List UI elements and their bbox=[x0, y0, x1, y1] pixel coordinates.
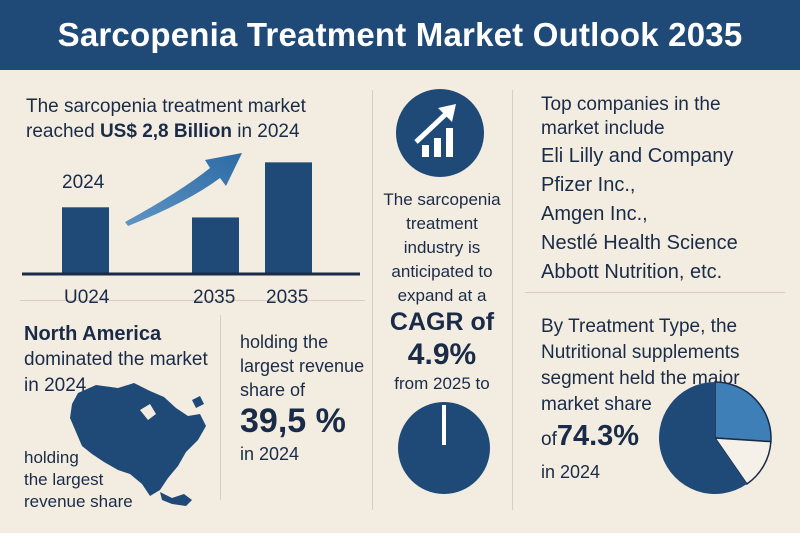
companies-heading2: market include bbox=[541, 118, 665, 139]
company-item: Abbott Nutrition, etc. bbox=[541, 261, 723, 283]
pie-slice-major bbox=[714, 381, 772, 443]
company-item: Amgen Inc., bbox=[541, 203, 648, 225]
divider-left-horizontal bbox=[20, 300, 365, 301]
treatment-line3: segment held the major bbox=[541, 368, 740, 389]
market-size-suffix: in 2024 bbox=[231, 121, 300, 142]
market-size-line1: The sarcopenia treatment market bbox=[26, 96, 306, 117]
holding-line1: holding bbox=[24, 448, 79, 467]
divider-col1 bbox=[372, 90, 373, 510]
market-size-line2: reached US$ 2,8 Billion in 2024 bbox=[26, 121, 300, 143]
treatment-line4: market share bbox=[541, 394, 652, 415]
revenue-share-year: in 2024 bbox=[240, 444, 300, 464]
bar-label-2024: 2024 bbox=[62, 172, 105, 193]
bar-2035-right bbox=[265, 162, 312, 274]
header-banner: Sarcopenia Treatment Market Outlook 2035 bbox=[0, 0, 800, 70]
north-america-heading: North America bbox=[24, 323, 162, 345]
bar-2035-mid bbox=[192, 217, 239, 274]
pie-slice-dark bbox=[659, 382, 747, 494]
company-item: Eli Lilly and Company bbox=[541, 145, 734, 167]
bar-label-right: 2035 bbox=[266, 287, 309, 308]
holding-line2: the largest bbox=[24, 470, 104, 489]
companies-heading1: Top companies in the bbox=[541, 94, 721, 115]
cagr-from: from 2025 to bbox=[394, 374, 490, 393]
bar-label-left: U024 bbox=[64, 287, 110, 308]
cagr-line5: expand at a bbox=[397, 286, 487, 305]
company-item: Pfizer Inc., bbox=[541, 174, 636, 196]
cagr-value: 4.9% bbox=[407, 338, 477, 371]
bar-2024 bbox=[62, 207, 109, 274]
treatment-of-prefix: of bbox=[541, 429, 557, 450]
cagr-line2: treatment bbox=[406, 214, 478, 233]
treatment-line1: By Treatment Type, the bbox=[541, 316, 738, 337]
revenue-share-line3: share of bbox=[240, 380, 306, 400]
cagr-line4: anticipated to bbox=[391, 262, 493, 281]
treatment-share-line: of74.3% bbox=[541, 420, 639, 453]
cagr-line1: The sarcopenia bbox=[383, 190, 501, 209]
market-size-value: US$ 2,8 Billion bbox=[99, 121, 232, 142]
divider-col2 bbox=[512, 90, 513, 510]
treatment-year: in 2024 bbox=[541, 462, 601, 482]
pie-slice-minor bbox=[713, 437, 772, 486]
divider-left-vertical bbox=[220, 315, 221, 500]
treatment-line2: Nutritional supplements bbox=[541, 342, 740, 363]
growth-arrow-icon bbox=[125, 153, 242, 226]
divider-right-horizontal bbox=[525, 292, 785, 293]
cagr-label: CAGR of bbox=[389, 308, 495, 336]
company-item: Nestlé Health Science bbox=[541, 232, 738, 254]
holding-line3: revenue share bbox=[24, 492, 133, 511]
market-size-prefix: reached bbox=[26, 121, 100, 142]
cagr-line3: industry is bbox=[403, 238, 481, 257]
north-america-line2: dominated the market bbox=[24, 349, 208, 370]
bar-label-mid: 2035 bbox=[193, 287, 236, 308]
revenue-share-line2: largest revenue bbox=[240, 356, 365, 376]
revenue-share-value: 39,5 % bbox=[240, 402, 346, 440]
treatment-share-value: 74.3% bbox=[556, 420, 640, 452]
north-america-line3: in 2024 bbox=[24, 375, 87, 396]
revenue-share-line1: holding the bbox=[240, 332, 329, 352]
page-title: Sarcopenia Treatment Market Outlook 2035 bbox=[57, 16, 743, 53]
